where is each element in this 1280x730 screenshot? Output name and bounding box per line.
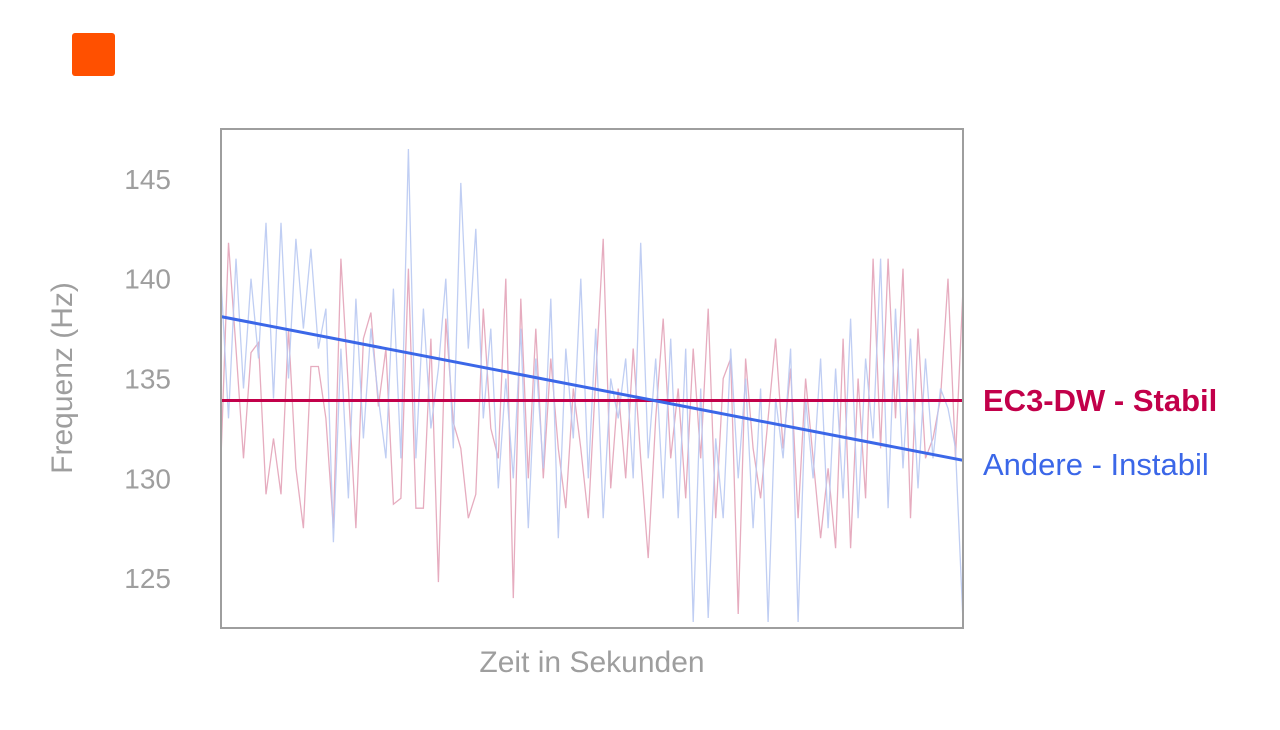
trend-lines-group [220,315,964,462]
x-axis-label: Zeit in Sekunden [479,646,704,679]
y-tick-label-135: 135 [124,364,171,395]
y-tick-label-145: 145 [124,164,171,195]
series-label-stable: EC3-DW - Stabil [983,383,1217,418]
raw-series-group [220,148,964,623]
y-tick-label-130: 130 [124,463,171,494]
trend-line-unstable [220,315,964,462]
y-tick-label-140: 140 [124,264,171,295]
y-tick-labels: 125 130 135 140 145 [124,164,171,594]
y-axis-label: Frequenz (Hz) [46,282,79,474]
raw-series-line-2 [220,148,964,623]
plot-frame [220,128,964,629]
series-label-unstable: Andere - Instabil [983,447,1209,482]
y-tick-label-125: 125 [124,563,171,594]
raw-series-line-1 [220,238,964,615]
brand-logo-square [72,33,115,76]
